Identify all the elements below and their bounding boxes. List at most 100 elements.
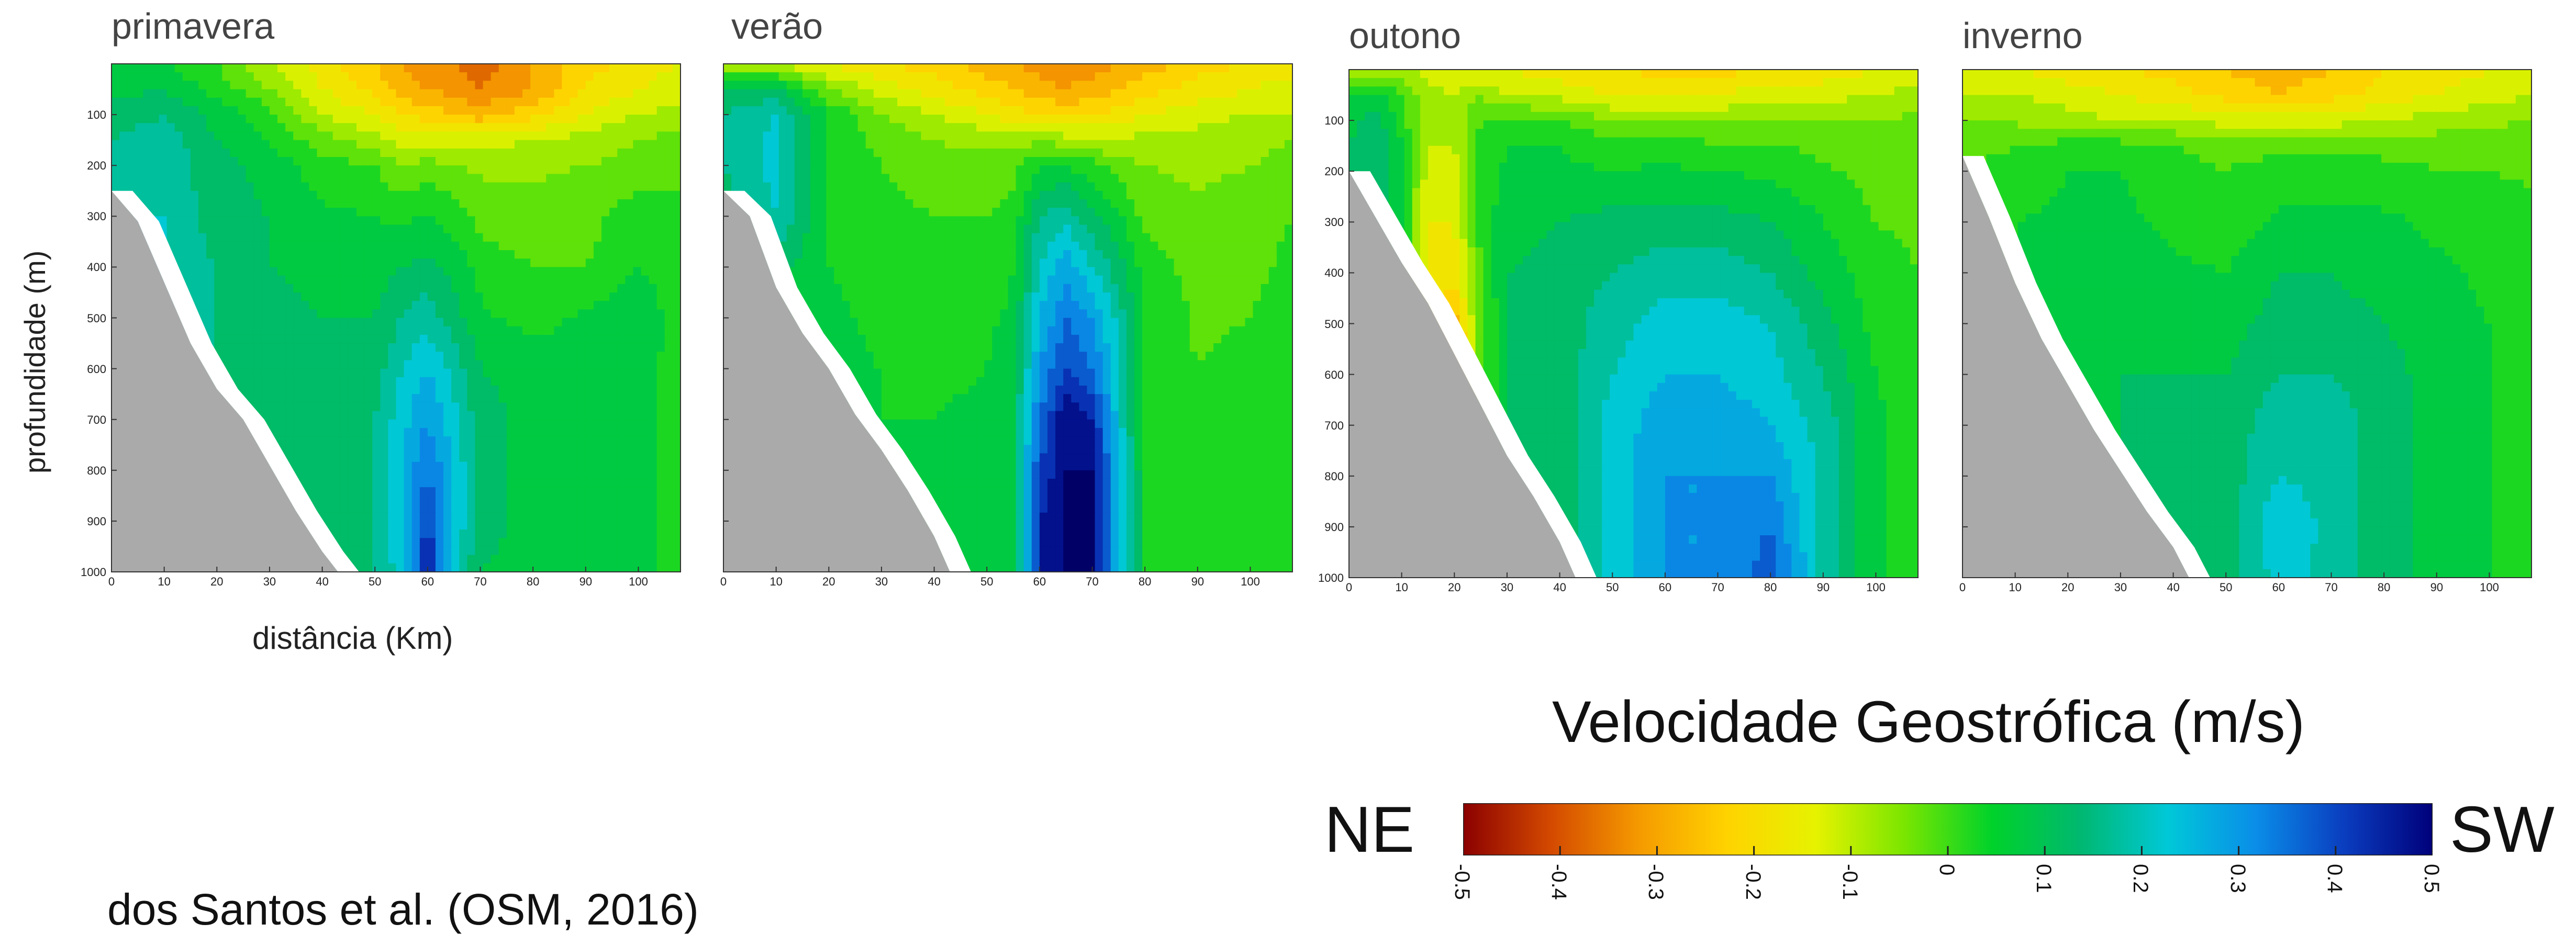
heatmap-cell [356,72,365,81]
heatmap-cell [649,530,657,538]
heatmap-cell [262,233,270,242]
heatmap-cell [1111,64,1119,73]
heatmap-cell [641,224,650,233]
heatmap-cell [609,445,618,454]
heatmap-cell [293,258,302,267]
heatmap-cell [372,284,381,293]
heatmap-cell [787,123,795,132]
heatmap-cell [641,292,650,301]
heatmap-cell [747,98,755,107]
heatmap-cell [795,72,803,81]
heatmap-cell [262,98,270,107]
heatmap-cell [578,309,586,318]
heatmap-cell [1190,81,1198,89]
heatmap-cell [546,538,554,547]
heatmap-cell [1150,72,1158,81]
heatmap-cell [238,216,247,225]
heatmap-cell [388,462,396,471]
heatmap-cell [159,81,168,89]
heatmap-cell [285,402,294,411]
heatmap-cell [341,165,349,174]
heatmap-cell [459,301,467,310]
heatmap-cell [1190,115,1198,123]
heatmap-cell [404,224,412,233]
heatmap-cell [929,123,938,132]
heatmap-cell [633,521,641,530]
heatmap-cell [459,428,467,437]
heatmap-cell [665,394,673,403]
heatmap-cell [802,64,811,73]
heatmap-cell [739,72,748,81]
heatmap-cell [277,199,286,208]
heatmap-cell [617,191,626,200]
heatmap-cell [657,199,665,208]
heatmap-cell [992,72,1000,81]
heatmap-cell [119,81,128,89]
heatmap-cell [443,564,452,572]
heatmap-cell [388,318,396,327]
heatmap-cell [609,386,618,395]
heatmap-cell [388,546,396,555]
heatmap-cell [810,123,819,132]
heatmap-cell [325,123,333,132]
heatmap-cell [206,149,215,157]
heatmap-cell [183,81,191,89]
heatmap-cell [111,64,120,73]
heatmap-cell [649,106,657,115]
heatmap-cell [889,72,898,81]
heatmap-cell [546,284,554,293]
heatmap-cell [309,402,317,411]
heatmap-cell [491,72,499,81]
heatmap-cell [633,131,641,140]
heatmap-cell [1198,81,1206,89]
heatmap-cell [459,462,467,471]
heatmap-cell [380,326,388,335]
heatmap-cell [222,267,230,276]
heatmap-cell [874,89,882,98]
heatmap-cell [380,149,388,157]
heatmap-cell [641,123,650,132]
heatmap-cell [214,233,222,242]
heatmap-cell [1182,98,1190,107]
heatmap-cell [317,140,326,149]
heatmap-cell [285,267,294,276]
heatmap-cell [507,436,515,445]
heatmap-cell [206,233,215,242]
heatmap-cell [309,360,317,369]
heatmap-cell [586,470,594,479]
heatmap-cell [578,462,586,471]
heatmap-cell [309,149,317,157]
heatmap-cell [601,436,610,445]
heatmap-cell [451,318,460,327]
heatmap-cell [874,115,882,123]
heatmap-cell [143,174,151,183]
heatmap-cell [499,470,507,479]
heatmap-cell [380,157,388,166]
heatmap-cell [499,174,507,183]
heatmap-cell [325,377,333,386]
heatmap-cell [246,81,254,89]
heatmap-cell [905,72,913,81]
heatmap-cell [649,479,657,488]
heatmap-cell [530,513,539,522]
heatmap-cell [850,89,858,98]
heatmap-cell [341,352,349,361]
heatmap-cell [420,564,428,572]
heatmap-cell [451,521,460,530]
heatmap-cell [625,98,633,107]
heatmap-cell [554,183,562,191]
heatmap-cell [270,301,278,310]
heatmap-cell [499,495,507,504]
heatmap-cell [467,233,475,242]
heatmap-cell [254,343,262,352]
heatmap-cell [428,420,436,429]
heatmap-cell [594,276,602,285]
heatmap-cell [499,462,507,471]
heatmap-cell [538,199,547,208]
heatmap-cell [428,436,436,445]
heatmap-cell [601,309,610,318]
heatmap-cell [578,555,586,564]
heatmap-cell [459,352,467,361]
heatmap-cell [554,157,562,166]
heatmap-cell [222,149,230,157]
